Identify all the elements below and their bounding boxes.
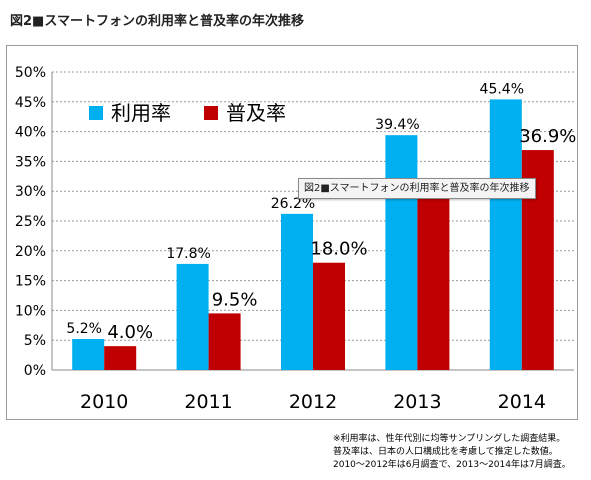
x-tick-label: 2011 [184, 391, 232, 413]
footnote-line: ※利用率は、性年代別に均等サンプリングした調査結果。 [333, 434, 566, 444]
legend-swatch [89, 106, 103, 120]
chart-tooltip: 図2■スマートフォンの利用率と普及率の年次推移 [298, 178, 536, 199]
data-label: 45.4% [480, 81, 524, 97]
data-label: 17.8% [166, 246, 210, 262]
data-label: 5.2% [66, 321, 102, 337]
y-tick-label: 45% [15, 95, 46, 111]
footnote-line: 普及率は、日本の人口構成比を考慮して推定した数値。 [333, 447, 558, 457]
y-tick-label: 30% [15, 184, 46, 200]
y-tick-label: 5% [24, 333, 46, 349]
x-tick-label: 2012 [289, 391, 337, 413]
bar-penetration-rate [417, 195, 450, 370]
y-tick-label: 35% [15, 154, 46, 170]
x-tick-label: 2013 [393, 391, 441, 413]
legend-swatch [204, 106, 218, 120]
figure-title: 図2■スマートフォンの利用率と普及率の年次推移 [10, 14, 304, 29]
bar-usage-rate [489, 99, 522, 370]
data-label: 9.5% [212, 289, 258, 310]
bar-penetration-rate [313, 262, 345, 370]
y-tick-label: 20% [15, 244, 46, 260]
data-label: 18.0% [310, 239, 367, 260]
y-tick-label: 40% [15, 125, 46, 141]
bar-usage-rate [385, 135, 418, 370]
footnote-line: 2010～2012年は6月調査で、2013～2014年は7月調査。 [333, 460, 571, 470]
legend-label: 普及率 [226, 101, 286, 125]
x-tick-label: 2010 [80, 391, 128, 413]
data-label: 4.0% [107, 322, 153, 343]
bar-penetration-rate [104, 346, 137, 370]
bar-usage-rate [72, 339, 105, 370]
data-label: 36.9% [519, 126, 576, 147]
legend-label: 利用率 [111, 101, 171, 125]
y-tick-label: 15% [15, 274, 46, 290]
chart-frame: 0% 5% 10% 15% 20% 25% 30% 35% 40% 45% 50% 5.2% 4.0% 2… [6, 45, 578, 420]
y-tick-label: 50% [15, 65, 46, 81]
bar-usage-rate [176, 263, 209, 370]
y-tick-label: 10% [15, 303, 46, 319]
data-label: 39.4% [375, 117, 419, 133]
bar-penetration-rate [208, 313, 241, 370]
x-tick-label: 2014 [498, 391, 546, 413]
y-tick-label: 25% [15, 214, 46, 230]
bar-usage-rate [281, 213, 313, 370]
data-label: 26.2% [271, 196, 315, 212]
y-tick-label: 0% [24, 363, 46, 379]
bar-chart: 0% 5% 10% 15% 20% 25% 30% 35% 40% 45% 50% 5.2% 4.0% 2… [15, 65, 577, 413]
